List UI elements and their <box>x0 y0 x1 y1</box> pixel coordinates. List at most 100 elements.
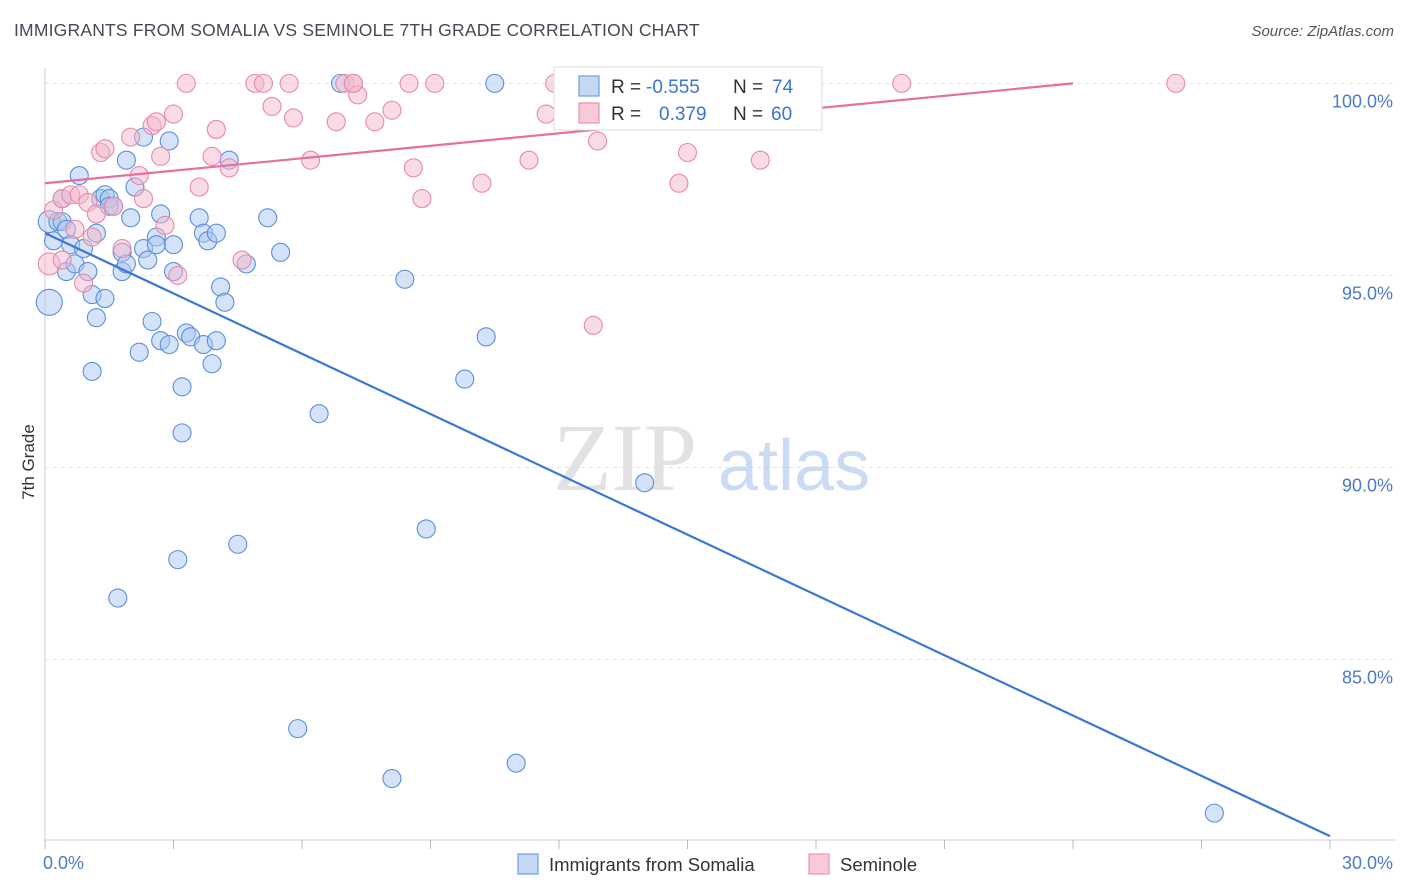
somalia-point <box>202 354 222 374</box>
seminole-point <box>519 150 539 170</box>
seminole-point <box>472 173 492 193</box>
seminole-point <box>155 215 175 236</box>
x-tick-label-min: 0.0% <box>43 853 84 873</box>
somalia-point <box>168 550 188 570</box>
stats-n-label-seminole: N = <box>733 104 763 125</box>
y-tick-label: 95.0% <box>1342 283 1393 303</box>
watermark-atlas: atlas <box>718 426 870 506</box>
seminole-point <box>206 119 226 140</box>
seminole-point <box>189 177 209 197</box>
stats-r-label-seminole: R = <box>611 104 641 125</box>
seminole-point <box>86 204 106 224</box>
gridlines <box>45 82 1395 660</box>
seminole-point <box>65 219 85 239</box>
stats-n-label-somalia: N = <box>733 77 763 98</box>
legend-label-somalia[interactable]: Immigrants from Somalia <box>549 854 755 875</box>
seminole-point <box>283 108 303 128</box>
somalia-point <box>309 404 329 424</box>
y-axis-label: 7th Grade <box>19 424 38 500</box>
stats-swatch-seminole <box>578 102 600 124</box>
seminole-point <box>677 142 698 163</box>
somalia-point <box>163 235 184 255</box>
somalia-point <box>116 150 136 170</box>
seminole-point <box>202 146 222 166</box>
seminole-point <box>133 189 154 209</box>
source-credit: Source: ZipAtlas.com <box>1251 23 1394 40</box>
somalia-point <box>416 519 436 539</box>
seminole-point <box>536 104 556 124</box>
stats-n-value-somalia: 74 <box>772 77 794 98</box>
somalia-point <box>288 719 308 739</box>
somalia-point <box>206 331 226 351</box>
seminole-point <box>262 96 282 116</box>
stats-r-value-somalia: -0.555 <box>646 77 700 98</box>
somalia-point <box>258 208 278 228</box>
somalia-point <box>121 208 141 228</box>
seminole-point <box>103 196 124 216</box>
y-tick-label: 90.0% <box>1342 475 1393 495</box>
trend-line-seminole <box>44 82 1074 185</box>
seminole-point <box>892 73 912 93</box>
somalia-point <box>215 292 235 312</box>
legend-label-seminole[interactable]: Seminole <box>840 854 917 875</box>
seminole-point <box>583 315 603 335</box>
somalia-point <box>86 308 106 328</box>
seminole-point <box>82 227 102 247</box>
seminole-point <box>121 127 141 147</box>
seminole-point <box>176 73 196 93</box>
x-tick-label-max: 30.0% <box>1342 853 1393 873</box>
seminole-point <box>1166 73 1186 93</box>
somalia-point <box>146 235 166 255</box>
somalia-point <box>395 269 415 289</box>
somalia-point <box>172 423 192 443</box>
seminole-point <box>669 173 689 193</box>
seminole-point <box>412 189 432 209</box>
seminole-point <box>219 158 239 178</box>
bottom-legend: Immigrants from Somalia Seminole <box>517 853 917 875</box>
seminole-point <box>425 73 445 93</box>
somalia-point <box>159 131 179 151</box>
somalia-point <box>228 534 248 554</box>
somalia-point <box>142 311 162 332</box>
stats-r-label-somalia: R = <box>611 77 641 98</box>
legend-swatch-somalia[interactable] <box>517 853 539 875</box>
somalia-point <box>69 165 89 186</box>
somalia-point <box>271 242 291 262</box>
chart-title: IMMIGRANTS FROM SOMALIA VS SEMINOLE 7TH … <box>14 20 700 40</box>
stats-r-value-seminole: 0.379 <box>659 104 707 125</box>
seminole-point <box>365 112 385 132</box>
y-tick-label: 85.0% <box>1342 667 1393 687</box>
y-tick-labels: 100.0% 95.0% 90.0% 85.0% <box>1332 91 1393 687</box>
seminole-point <box>151 146 171 166</box>
somalia-point <box>35 288 63 316</box>
trend-lines <box>44 82 1331 838</box>
seminole-point <box>750 150 770 170</box>
seminole-point <box>382 100 402 120</box>
somalia-point <box>455 369 475 389</box>
seminole-point <box>232 250 252 270</box>
seminole-point <box>168 265 188 285</box>
legend-swatch-seminole[interactable] <box>808 853 830 875</box>
seminole-point <box>399 73 419 93</box>
somalia-point <box>138 250 158 270</box>
somalia-point <box>635 473 655 493</box>
somalia-point <box>476 327 496 347</box>
seminole-point <box>587 131 608 151</box>
somalia-point <box>129 342 149 362</box>
stats-n-value-seminole: 60 <box>771 104 792 125</box>
somalia-point <box>82 361 102 381</box>
somalia-point <box>108 588 128 608</box>
seminole-point <box>343 73 363 93</box>
seminole-point <box>403 158 423 178</box>
seminole-point <box>74 273 94 293</box>
seminole-point <box>146 112 166 132</box>
somalia-point <box>206 223 226 243</box>
y-tick-label: 100.0% <box>1332 91 1393 111</box>
somalia-point <box>172 377 192 397</box>
seminole-point <box>253 73 274 93</box>
somalia-point <box>1204 803 1224 823</box>
somalia-point <box>95 288 115 308</box>
seminole-point <box>301 150 321 170</box>
stats-swatch-somalia <box>578 75 600 97</box>
